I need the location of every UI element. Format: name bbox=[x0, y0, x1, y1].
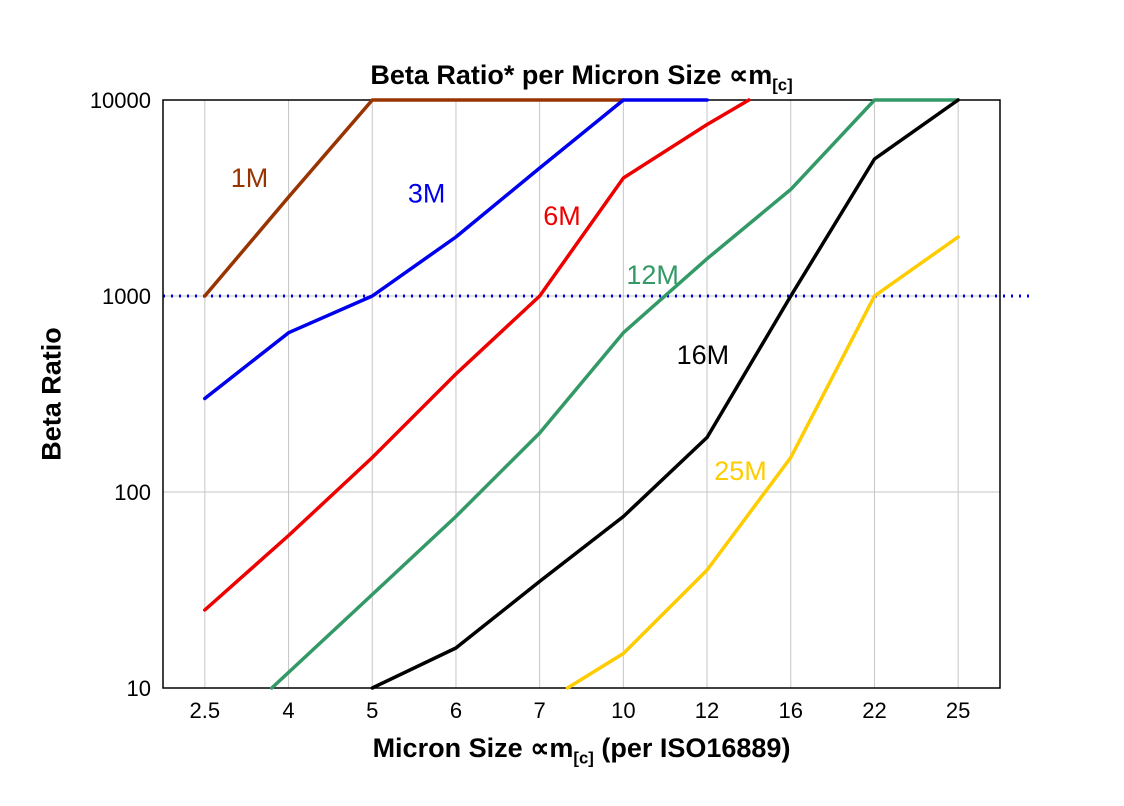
x-axis-label-text: Micron Size bbox=[372, 733, 531, 763]
x-tick-label-6: 6 bbox=[450, 698, 462, 723]
series-line-1M bbox=[203, 98, 626, 298]
chart-title: Beta Ratio* per Micron Size ∝m[c] bbox=[163, 60, 1000, 95]
y-tick-label-10000: 10000 bbox=[90, 88, 151, 113]
series-line-3M bbox=[203, 98, 709, 401]
series-label-6M: 6M bbox=[543, 201, 581, 231]
chart-title-subscript: [c] bbox=[772, 75, 793, 95]
x-axis-label-symbol: ∝m bbox=[530, 733, 574, 763]
x-axis-label-subscript: [c] bbox=[573, 748, 594, 768]
series-line-12M bbox=[270, 98, 960, 690]
series-line-6M bbox=[203, 98, 751, 612]
x-axis-label-suffix: (per ISO16889) bbox=[593, 733, 791, 763]
x-tick-label-12: 12 bbox=[695, 698, 719, 723]
y-tick-label-1000: 1000 bbox=[102, 284, 151, 309]
x-tick-label-2.5: 2.5 bbox=[190, 698, 221, 723]
x-tick-label-22: 22 bbox=[862, 698, 886, 723]
series-label-3M: 3M bbox=[408, 178, 446, 208]
y-axis-label: Beta Ratio bbox=[36, 327, 67, 461]
x-tick-label-10: 10 bbox=[611, 698, 635, 723]
x-tick-label-5: 5 bbox=[366, 698, 378, 723]
series-label-25M: 25M bbox=[714, 456, 767, 486]
series-label-12M: 12M bbox=[626, 260, 679, 290]
series-label-1M: 1M bbox=[231, 163, 269, 193]
chart-title-symbol: ∝m bbox=[728, 60, 773, 90]
x-tick-label-16: 16 bbox=[779, 698, 803, 723]
series-label-16M: 16M bbox=[677, 340, 730, 370]
series-line-25M bbox=[565, 235, 960, 690]
y-tick-label-100: 100 bbox=[114, 480, 151, 505]
chart-title-text: Beta Ratio* per Micron Size bbox=[370, 60, 729, 90]
series-line-16M bbox=[370, 98, 960, 690]
x-tick-label-7: 7 bbox=[534, 698, 546, 723]
x-tick-label-25: 25 bbox=[946, 698, 970, 723]
x-tick-label-4: 4 bbox=[282, 698, 294, 723]
x-axis-label: Micron Size ∝m[c] (per ISO16889) bbox=[163, 733, 1000, 768]
y-tick-label-10: 10 bbox=[127, 676, 151, 701]
